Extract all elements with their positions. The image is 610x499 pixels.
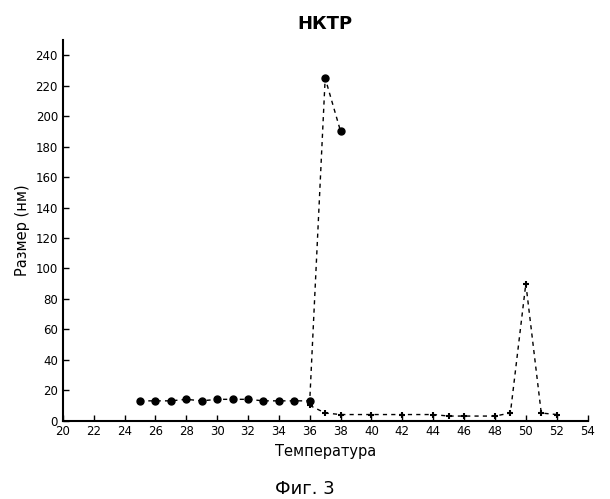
Title: НКТР: НКТР — [298, 15, 353, 33]
X-axis label: Температура: Температура — [274, 444, 376, 459]
Text: Фиг. 3: Фиг. 3 — [275, 480, 335, 498]
Y-axis label: Размер (нм): Размер (нм) — [15, 185, 30, 276]
